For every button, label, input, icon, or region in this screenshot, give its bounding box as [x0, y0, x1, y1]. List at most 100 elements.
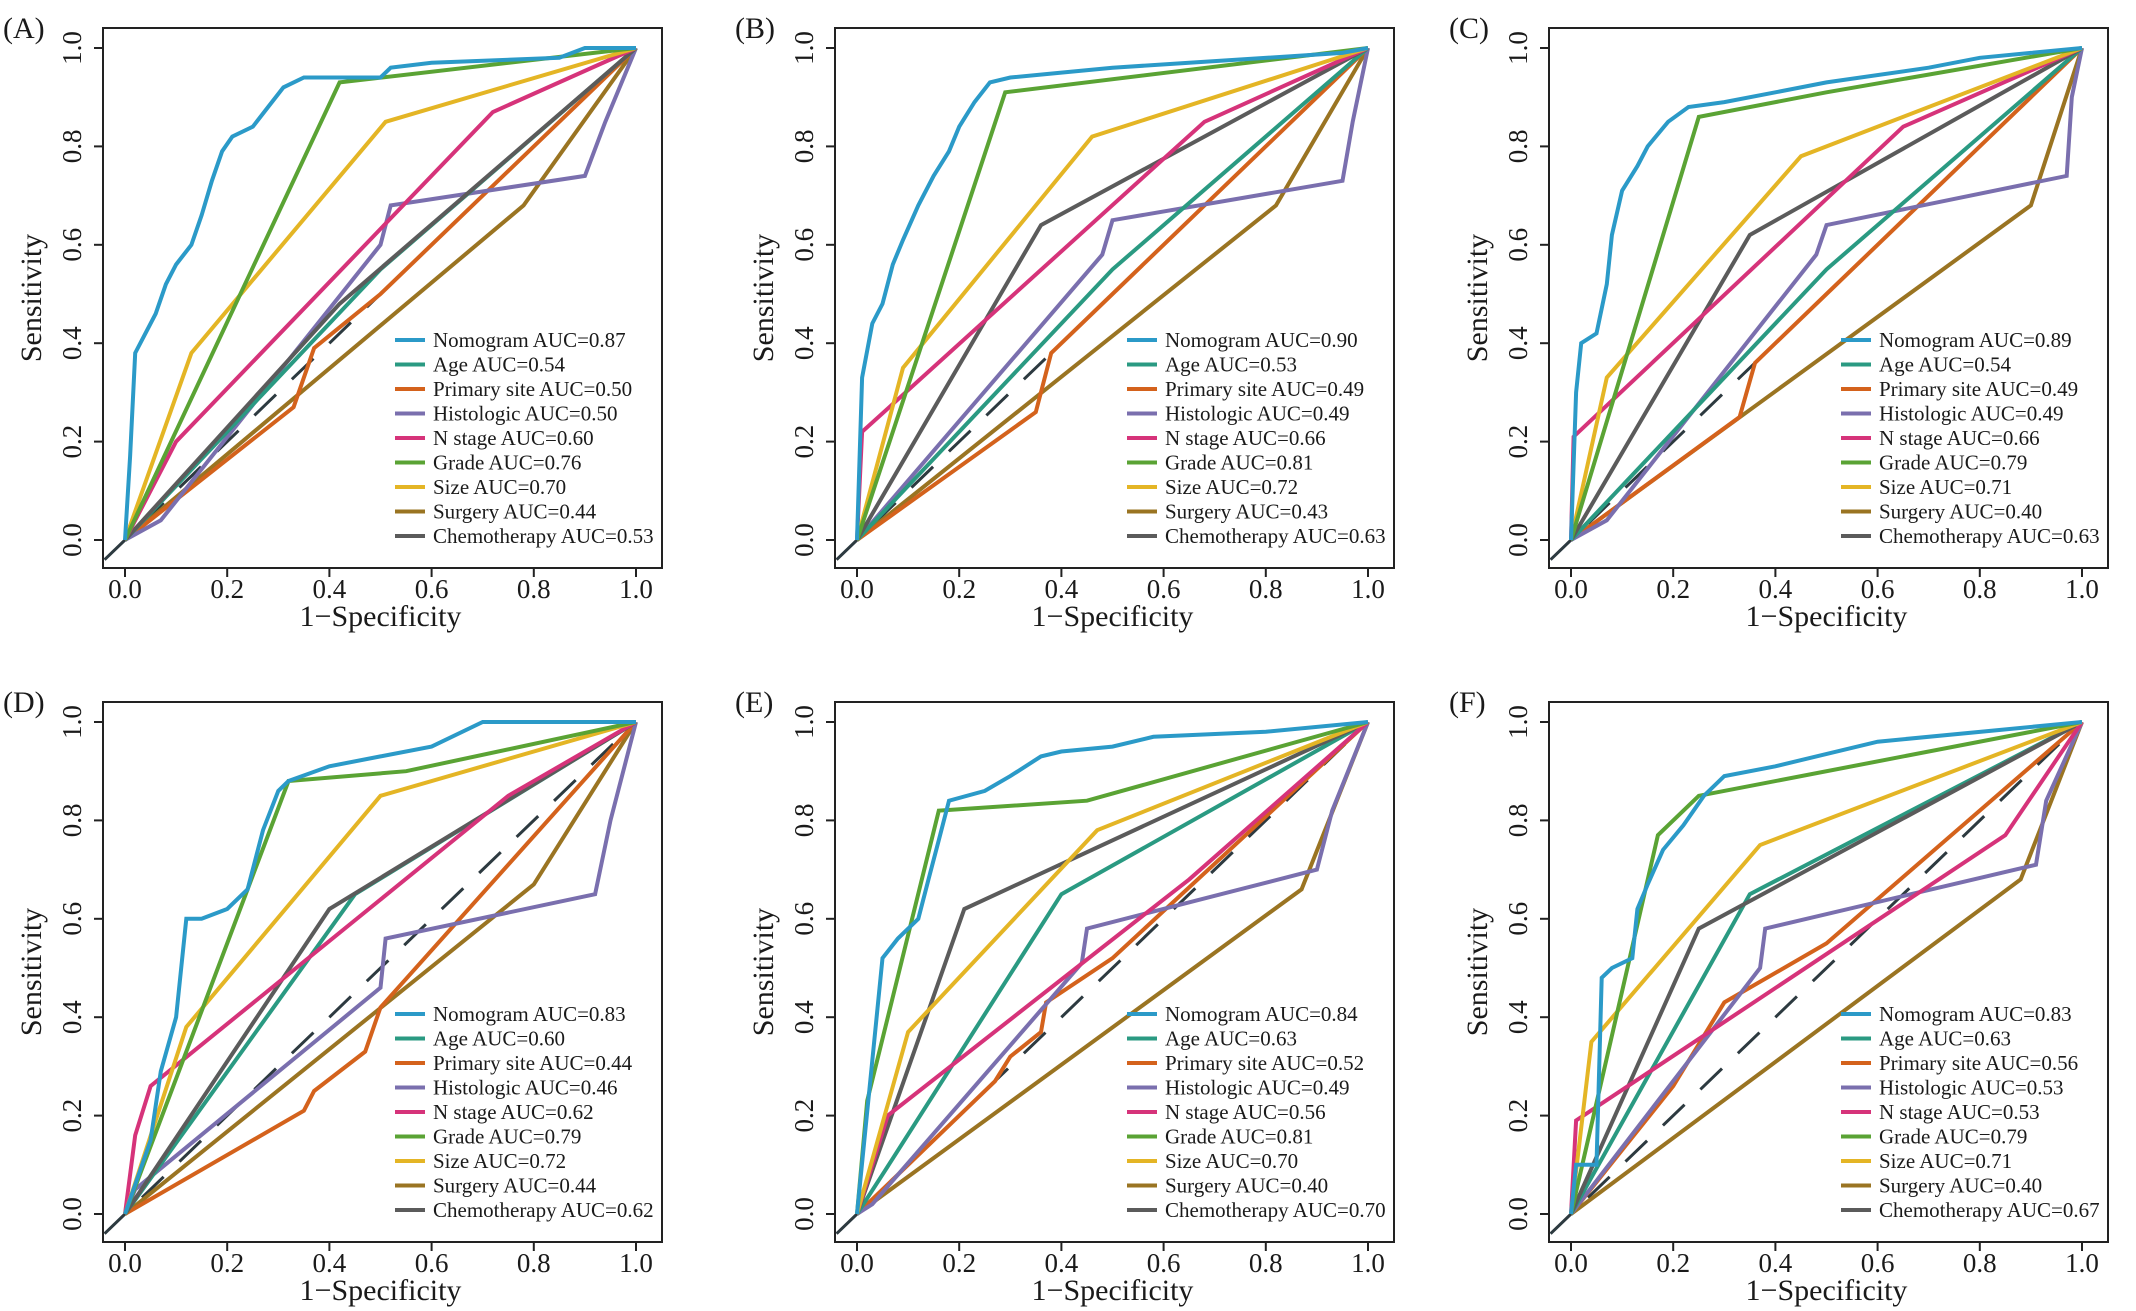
x-tick-label: 1.0 — [1351, 1248, 1385, 1278]
legend-entry: Age AUC=0.63 — [1879, 1027, 2011, 1051]
roc-curve-chemotherapy — [1569, 720, 2083, 1215]
roc-panel-0: (A) 0.0 0.0 0.2 0.2 0.4 0.4 0.6 0.6 0.8 0.8 1.0 1.0 1… — [3, 12, 663, 633]
legend-entry: Histologic AUC=0.49 — [1165, 1076, 1350, 1100]
roc-curve-age — [855, 46, 1370, 542]
roc-curve-surgery — [1569, 721, 2084, 1216]
legend-entry: N stage AUC=0.53 — [1879, 1100, 2040, 1124]
roc-curve-n-stage — [123, 720, 638, 1215]
roc-panel-1: (B) 0.0 0.0 0.2 0.2 0.4 0.4 0.6 0.6 0.8 0.8 1.0 1.0 1… — [735, 12, 1395, 633]
roc-curve-size — [1569, 720, 2083, 1215]
roc-curve-primary-site — [855, 720, 1370, 1216]
plot-frame — [1548, 27, 2109, 569]
roc-curve-primary-site — [1569, 46, 2084, 542]
x-tick-label: 0.2 — [1656, 574, 1690, 604]
y-tick-label: 0.4 — [1503, 1000, 1533, 1034]
legend-entry: Chemotherapy AUC=0.63 — [1165, 524, 1386, 548]
y-tick-label: 0.4 — [789, 1000, 819, 1034]
roc-curve-size — [855, 46, 1369, 541]
roc-curve-chemotherapy — [1569, 46, 2083, 542]
y-tick-label: 1.0 — [1503, 705, 1533, 739]
plot-area — [103, 46, 638, 561]
y-tick-label: 0.0 — [789, 523, 819, 557]
legend-entry: Grade AUC=0.81 — [1165, 1125, 1313, 1149]
plot-area — [1549, 46, 2084, 561]
panel-label: (D) — [3, 686, 45, 719]
x-tick-label: 0.6 — [415, 1248, 449, 1278]
x-tick-label: 0.0 — [840, 1248, 874, 1278]
x-tick-label: 0.2 — [210, 1248, 244, 1278]
x-tick-label: 0.8 — [517, 574, 551, 604]
y-tick-label: 1.0 — [789, 705, 819, 739]
plot-frame — [1548, 701, 2109, 1243]
legend-entry: Age AUC=0.54 — [433, 353, 566, 377]
y-tick-label: 0.6 — [1503, 902, 1533, 936]
y-tick-label: 0.0 — [789, 1197, 819, 1231]
y-tick-label: 0.0 — [1503, 523, 1533, 557]
y-tick-label: 0.2 — [57, 425, 87, 459]
legend-entry: Chemotherapy AUC=0.63 — [1879, 524, 2100, 548]
roc-panel-2: (C) 0.0 0.0 0.2 0.2 0.4 0.4 0.6 0.6 0.8 0.8 1.0 1.0 1… — [1449, 12, 2109, 633]
x-tick-label: 0.0 — [108, 1248, 142, 1278]
x-tick-label: 1.0 — [2065, 1248, 2099, 1278]
y-axis-title: Sensitivity — [15, 234, 48, 362]
y-tick-label: 0.6 — [1503, 228, 1533, 262]
x-tick-label: 0.0 — [108, 574, 142, 604]
y-tick-label: 1.0 — [1503, 31, 1533, 65]
roc-curve-size — [123, 720, 637, 1215]
x-tick-label: 0.4 — [1759, 574, 1793, 604]
legend-entry: Grade AUC=0.79 — [433, 1125, 581, 1149]
roc-curve-size — [1569, 46, 2083, 541]
x-axis-title: 1−Specificity — [1746, 600, 1908, 633]
y-tick-label: 0.8 — [789, 804, 819, 838]
legend-entry: Nomogram AUC=0.84 — [1165, 1002, 1358, 1026]
roc-curve-primary-site — [123, 720, 638, 1216]
panel-label: (B) — [735, 12, 775, 45]
roc-curve-primary-site — [1569, 720, 2084, 1216]
x-axis-title: 1−Specificity — [300, 1274, 462, 1307]
roc-curve-surgery — [855, 46, 1370, 542]
plot-area — [835, 46, 1370, 561]
y-tick-label: 0.8 — [57, 804, 87, 838]
roc-curve-age — [1569, 46, 2084, 542]
legend-entry: Surgery AUC=0.44 — [433, 1174, 597, 1198]
roc-curve-histologic — [124, 47, 638, 542]
x-tick-label: 0.2 — [942, 574, 976, 604]
legend-entry: Age AUC=0.63 — [1165, 1027, 1297, 1051]
x-tick-label: 0.6 — [1147, 574, 1181, 604]
x-tick-label: 0.8 — [517, 1248, 551, 1278]
roc-curve-nomogram — [123, 46, 636, 541]
legend-entry: Histologic AUC=0.49 — [1165, 402, 1350, 426]
roc-curve-nomogram — [123, 720, 636, 1215]
panel-label: (E) — [735, 686, 773, 719]
legend-entry: Primary site AUC=0.56 — [1879, 1051, 2078, 1075]
x-tick-label: 0.8 — [1963, 1248, 1997, 1278]
legend-entry: Primary site AUC=0.50 — [433, 377, 632, 401]
legend-entry: Grade AUC=0.76 — [433, 451, 581, 475]
x-tick-label: 1.0 — [1351, 574, 1385, 604]
roc-curve-chemotherapy — [855, 46, 1369, 542]
roc-curve-size — [855, 720, 1369, 1215]
roc-curve-age — [855, 720, 1369, 1216]
y-tick-label: 0.2 — [57, 1099, 87, 1133]
legend-entry: Size AUC=0.71 — [1879, 475, 2012, 499]
roc-curve-age — [1569, 720, 2083, 1215]
legend-entry: Histologic AUC=0.49 — [1879, 402, 2064, 426]
x-tick-label: 0.4 — [1759, 1248, 1793, 1278]
legend-entry: Size AUC=0.70 — [433, 475, 566, 499]
roc-curve-chemotherapy — [123, 46, 638, 542]
roc-curve-n-stage — [1569, 720, 2084, 1215]
roc-curve-nomogram — [855, 720, 1369, 1215]
y-tick-label: 0.2 — [1503, 425, 1533, 459]
y-tick-label: 0.2 — [789, 425, 819, 459]
roc-curve-grade — [855, 46, 1369, 541]
legend-entry: Grade AUC=0.79 — [1879, 1125, 2027, 1149]
x-tick-label: 0.4 — [313, 1248, 347, 1278]
x-tick-label: 0.4 — [1045, 574, 1079, 604]
x-tick-label: 1.0 — [2065, 574, 2099, 604]
legend-entry: N stage AUC=0.66 — [1879, 426, 2040, 450]
legend-entry: Primary site AUC=0.52 — [1165, 1051, 1364, 1075]
y-tick-label: 0.4 — [1503, 326, 1533, 360]
legend-entry: N stage AUC=0.56 — [1165, 1100, 1326, 1124]
y-tick-label: 0.0 — [57, 1197, 87, 1231]
